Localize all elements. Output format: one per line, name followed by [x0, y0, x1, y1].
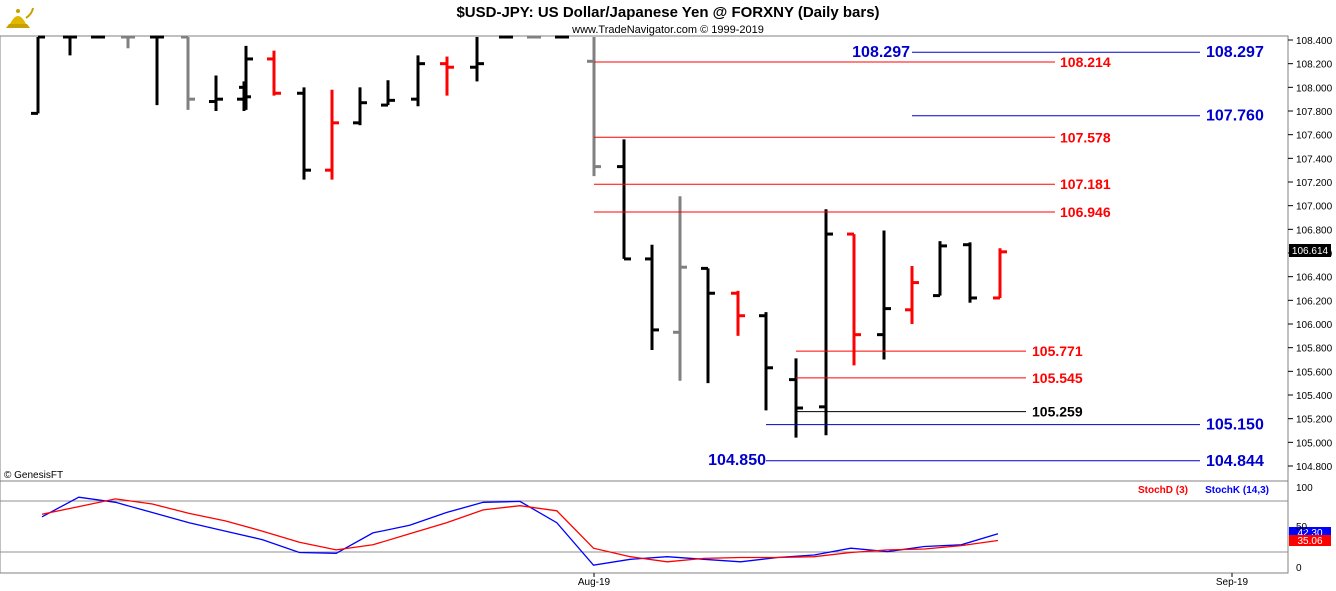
stoch-tick-100: 100: [1296, 483, 1313, 494]
x-tick-label: Aug-19: [578, 577, 611, 588]
price-tick-label: 105.600: [1296, 367, 1333, 378]
price-tick-label: 107.600: [1296, 131, 1333, 142]
stochd-value-label: 35.06: [1297, 536, 1322, 547]
last-price-label: 106.614: [1292, 246, 1329, 257]
stochd-value-tag: [1289, 535, 1331, 546]
price-tick-label: 107.200: [1296, 178, 1333, 189]
level-label-108.297: 108.297: [1206, 44, 1264, 61]
price-tick-label: 106.400: [1296, 273, 1333, 284]
level-label-107.578: 107.578: [1060, 129, 1111, 145]
stochk-value-tag: [1289, 527, 1331, 538]
chart-title: $USD-JPY: US Dollar/Japanese Yen @ FORXN…: [456, 4, 879, 21]
last-price-tag: [1289, 244, 1331, 257]
x-tick-label: Sep-19: [1216, 577, 1249, 588]
level-label-104.844: 104.844: [1206, 453, 1264, 470]
price-tick-label: 108.400: [1296, 36, 1333, 47]
chart-subtitle: www.TradeNavigator.com © 1999-2019: [571, 24, 764, 36]
price-tick-label: 108.000: [1296, 83, 1333, 94]
stoch-line-d: [41, 498, 999, 563]
price-tick-label: 105.000: [1296, 438, 1333, 449]
level-label-105.545: 105.545: [1032, 370, 1083, 386]
level-label-108.214: 108.214: [1060, 54, 1111, 70]
stoch-line-k: [41, 496, 999, 566]
level-label-108.297: 108.297: [852, 44, 910, 61]
price-tick-label: 104.800: [1296, 462, 1333, 473]
price-tick-label: 108.200: [1296, 60, 1333, 71]
price-tick-label: 107.800: [1296, 107, 1333, 118]
price-tick-label: 107.000: [1296, 202, 1333, 213]
copyright: © GenesisFT: [4, 470, 63, 481]
stoch-tick-50: 50: [1296, 522, 1308, 533]
stochk-legend: StochK (14,3): [1205, 485, 1269, 496]
level-label-105.150: 105.150: [1206, 417, 1264, 434]
price-tick-label: 106.800: [1296, 225, 1333, 236]
price-tick-label: 107.400: [1296, 154, 1333, 165]
level-label-105.259: 105.259: [1032, 404, 1083, 420]
price-tick-label: 105.800: [1296, 344, 1333, 355]
price-tick-label: 105.400: [1296, 391, 1333, 402]
level-label-107.181: 107.181: [1060, 176, 1111, 192]
stochd-legend: StochD (3): [1138, 485, 1188, 496]
price-tick-label: 105.200: [1296, 415, 1333, 426]
level-label-105.771: 105.771: [1032, 343, 1083, 359]
tradenavigator-logo: [6, 7, 34, 28]
price-tick-label: 106.000: [1296, 320, 1333, 331]
level-label-106.946: 106.946: [1060, 204, 1111, 220]
level-label-104.850: 104.850: [708, 452, 766, 469]
price-tick-label: 106.200: [1296, 296, 1333, 307]
stoch-tick-0: 0: [1296, 563, 1302, 574]
level-label-107.760: 107.760: [1206, 108, 1264, 125]
stochk-value-label: 42.30: [1297, 528, 1322, 539]
